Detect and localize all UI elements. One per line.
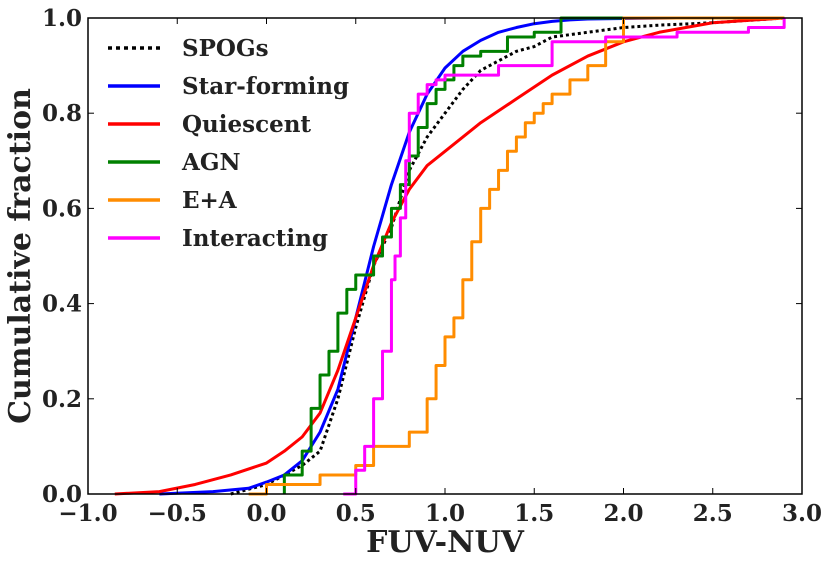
series-line-e-a [248,16,785,496]
y-tick-label: 0.6 [42,195,82,222]
legend-label: Star-forming [182,73,349,100]
y-tick-label: 0.4 [42,291,82,318]
x-tick-label: 2.5 [693,500,733,527]
x-tick-label: 2.0 [603,500,643,527]
x-tick-label: −0.5 [148,500,207,527]
series-line-interacting [343,18,786,496]
x-tick-label: 1.5 [514,500,554,527]
y-tick-label: 0.2 [42,386,82,413]
series-layer [114,16,786,496]
legend-label: Quiescent [182,111,311,138]
series-line-agn [282,16,785,494]
y-axis-label: Cumulative fraction [3,88,38,424]
legend-label: E+A [182,187,238,214]
legend-label: AGN [181,149,241,176]
series-line-spogs [230,16,785,496]
y-axis-ticks: 0.0 0.2 0.4 0.6 0.8 1.0 [42,5,802,508]
legend-label: SPOGs [182,35,269,62]
x-tick-label: −1.0 [58,500,117,527]
y-tick-label: 0.0 [42,481,82,508]
x-tick-label: 0.5 [336,500,376,527]
legend-label: Interacting [182,225,328,252]
x-tick-label: 3.0 [782,500,822,527]
x-tick-label: 0.0 [246,500,286,527]
legend: SPOGs Star-forming Quiescent AGN E+A Interact… [108,35,349,252]
y-tick-label: 0.8 [42,100,82,127]
x-axis-label: FUV-NUV [366,525,525,560]
x-tick-label: 1.0 [425,500,465,527]
x-axis-ticks: −1.0 −0.5 0.0 0.5 1.0 1.5 2.0 2.5 3.0 [58,18,822,527]
y-tick-label: 1.0 [42,5,82,32]
